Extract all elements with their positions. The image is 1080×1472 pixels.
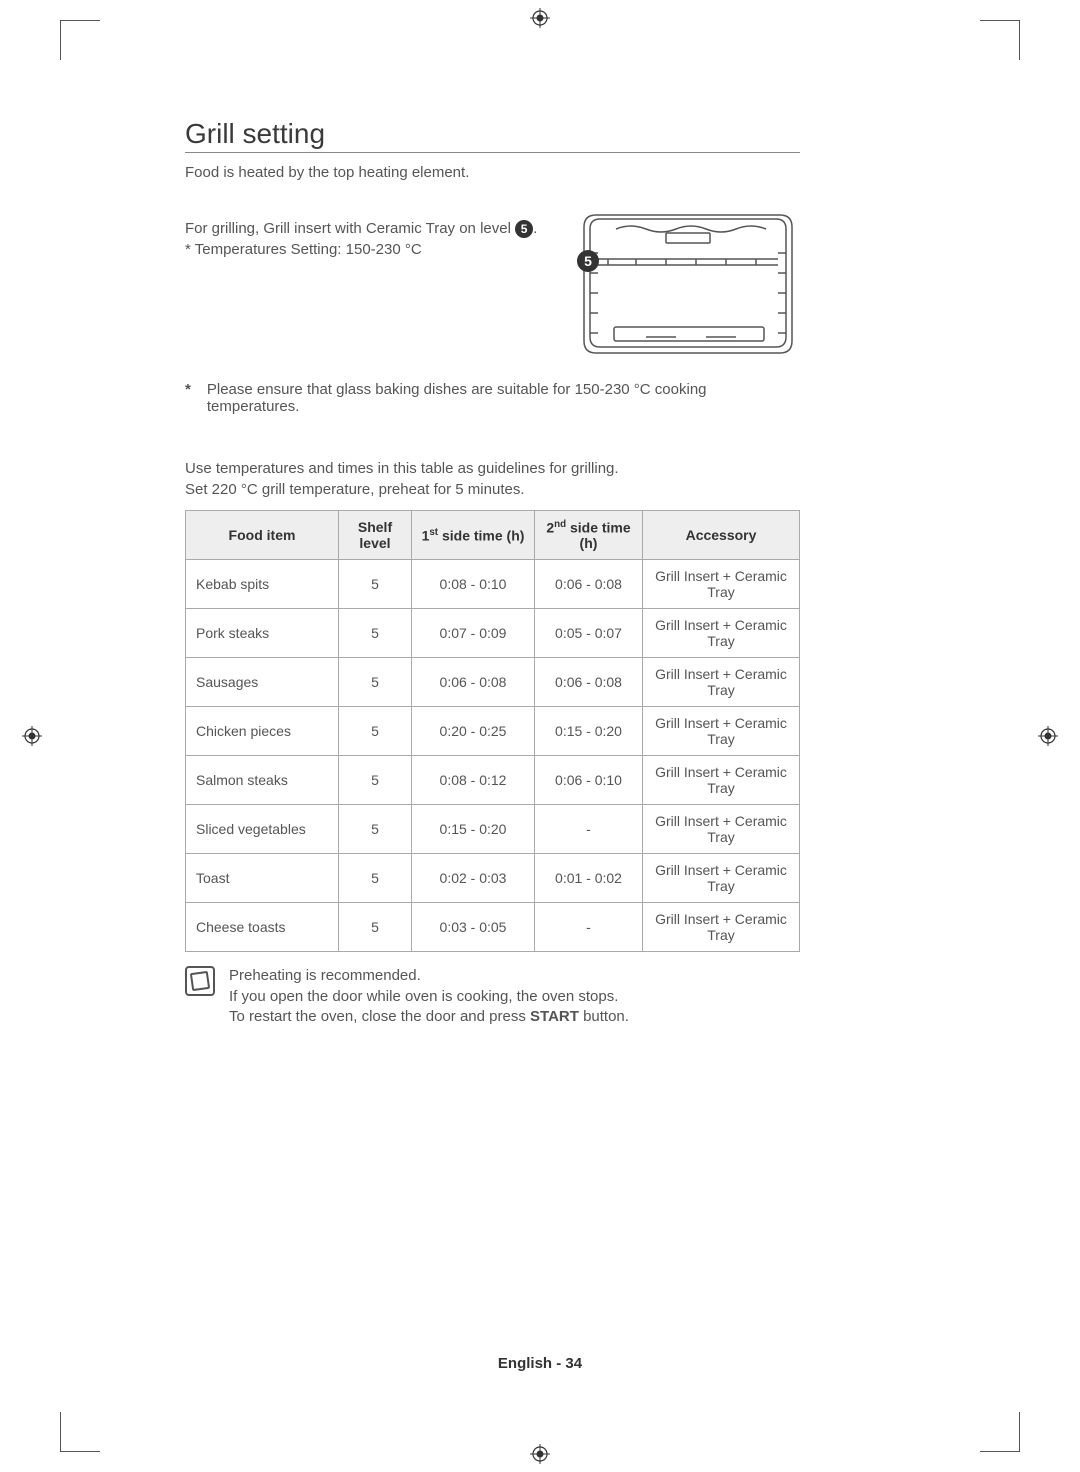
page-footer: English - 34	[0, 1355, 1080, 1372]
cell-food: Chicken pieces	[186, 707, 339, 756]
crop-mark	[60, 1412, 61, 1452]
cell-food: Sausages	[186, 658, 339, 707]
registration-mark-icon	[22, 726, 42, 746]
cell-accessory: Grill Insert + Ceramic Tray	[643, 805, 800, 854]
registration-mark-icon	[1038, 726, 1058, 746]
grill-instruction: For grilling, Grill insert with Ceramic …	[185, 219, 545, 260]
crop-mark	[980, 1451, 1020, 1452]
page-content: Grill setting Food is heated by the top …	[185, 118, 800, 1027]
cell-food: Sliced vegetables	[186, 805, 339, 854]
cell-accessory: Grill Insert + Ceramic Tray	[643, 854, 800, 903]
cell-side2: 0:01 - 0:02	[535, 854, 643, 903]
table-row: Cheese toasts50:03 - 0:05-Grill Insert +…	[186, 903, 800, 952]
cell-side2: 0:06 - 0:08	[535, 658, 643, 707]
cell-shelf: 5	[339, 903, 412, 952]
cell-food: Salmon steaks	[186, 756, 339, 805]
cell-food: Cheese toasts	[186, 903, 339, 952]
glass-dish-note-text: Please ensure that glass baking dishes a…	[207, 381, 800, 415]
cell-side1: 0:03 - 0:05	[412, 903, 535, 952]
info-line-1: Preheating is recommended.	[229, 967, 421, 984]
crop-mark	[980, 20, 1020, 21]
table-row: Salmon steaks50:08 - 0:120:06 - 0:10Gril…	[186, 756, 800, 805]
section-title: Grill setting	[185, 118, 800, 153]
table-row: Pork steaks50:07 - 0:090:05 - 0:07Grill …	[186, 609, 800, 658]
guideline-text: Use temperatures and times in this table…	[185, 459, 800, 500]
cell-side2: -	[535, 805, 643, 854]
table-row: Chicken pieces50:20 - 0:250:15 - 0:20Gri…	[186, 707, 800, 756]
cell-side2: 0:06 - 0:08	[535, 560, 643, 609]
registration-mark-icon	[530, 1444, 550, 1464]
cell-side1: 0:06 - 0:08	[412, 658, 535, 707]
col-accessory: Accessory	[643, 510, 800, 560]
col-first-side-time: 1st side time (h)	[412, 510, 535, 560]
cell-shelf: 5	[339, 658, 412, 707]
table-row: Toast50:02 - 0:030:01 - 0:02Grill Insert…	[186, 854, 800, 903]
cell-accessory: Grill Insert + Ceramic Tray	[643, 903, 800, 952]
cell-side2: 0:05 - 0:07	[535, 609, 643, 658]
cell-food: Kebab spits	[186, 560, 339, 609]
cell-shelf: 5	[339, 805, 412, 854]
table-row: Sliced vegetables50:15 - 0:20-Grill Inse…	[186, 805, 800, 854]
guideline-line-1: Use temperatures and times in this table…	[185, 460, 619, 477]
intro-text: Food is heated by the top heating elemen…	[185, 163, 800, 183]
cell-side1: 0:02 - 0:03	[412, 854, 535, 903]
cell-side2: 0:06 - 0:10	[535, 756, 643, 805]
cell-accessory: Grill Insert + Ceramic Tray	[643, 560, 800, 609]
info-line-2: If you open the door while oven is cooki…	[229, 988, 618, 1005]
cell-shelf: 5	[339, 854, 412, 903]
glass-dish-note: * Please ensure that glass baking dishes…	[185, 381, 800, 415]
crop-mark	[60, 20, 100, 21]
crop-mark	[1019, 20, 1020, 60]
col-shelf-level: Shelf level	[339, 510, 412, 560]
guideline-line-2: Set 220 °C grill temperature, preheat fo…	[185, 481, 525, 498]
grill-info-row: For grilling, Grill insert with Ceramic …	[185, 209, 800, 359]
diagram-level-label: 5	[584, 253, 592, 269]
level-badge: 5	[515, 220, 533, 238]
col-second-side-time: 2nd side time (h)	[535, 510, 643, 560]
cell-accessory: Grill Insert + Ceramic Tray	[643, 609, 800, 658]
table-row: Sausages50:06 - 0:080:06 - 0:08Grill Ins…	[186, 658, 800, 707]
cell-food: Toast	[186, 854, 339, 903]
info-note: Preheating is recommended. If you open t…	[185, 966, 800, 1027]
crop-mark	[60, 20, 61, 60]
cell-food: Pork steaks	[186, 609, 339, 658]
cell-accessory: Grill Insert + Ceramic Tray	[643, 658, 800, 707]
cell-side1: 0:08 - 0:10	[412, 560, 535, 609]
crop-mark	[1019, 1412, 1020, 1452]
crop-mark	[60, 1451, 100, 1452]
cell-accessory: Grill Insert + Ceramic Tray	[643, 707, 800, 756]
cell-side1: 0:07 - 0:09	[412, 609, 535, 658]
cell-side1: 0:15 - 0:20	[412, 805, 535, 854]
asterisk-marker: *	[185, 381, 207, 415]
cell-accessory: Grill Insert + Ceramic Tray	[643, 756, 800, 805]
cell-side2: -	[535, 903, 643, 952]
registration-mark-icon	[530, 8, 550, 28]
cell-side1: 0:20 - 0:25	[412, 707, 535, 756]
col-food-item: Food item	[186, 510, 339, 560]
table-row: Kebab spits50:08 - 0:100:06 - 0:08Grill …	[186, 560, 800, 609]
cell-shelf: 5	[339, 707, 412, 756]
oven-diagram-icon: 5	[576, 209, 800, 359]
grill-instruction-text: For grilling, Grill insert with Ceramic …	[185, 220, 515, 237]
cell-side2: 0:15 - 0:20	[535, 707, 643, 756]
temperature-setting-text: * Temperatures Setting: 150-230 °C	[185, 241, 422, 258]
info-line-3: To restart the oven, close the door and …	[229, 1008, 629, 1025]
cell-side1: 0:08 - 0:12	[412, 756, 535, 805]
cell-shelf: 5	[339, 609, 412, 658]
grilling-table: Food item Shelf level 1st side time (h) …	[185, 510, 800, 953]
cell-shelf: 5	[339, 756, 412, 805]
cell-shelf: 5	[339, 560, 412, 609]
note-icon	[185, 966, 215, 996]
